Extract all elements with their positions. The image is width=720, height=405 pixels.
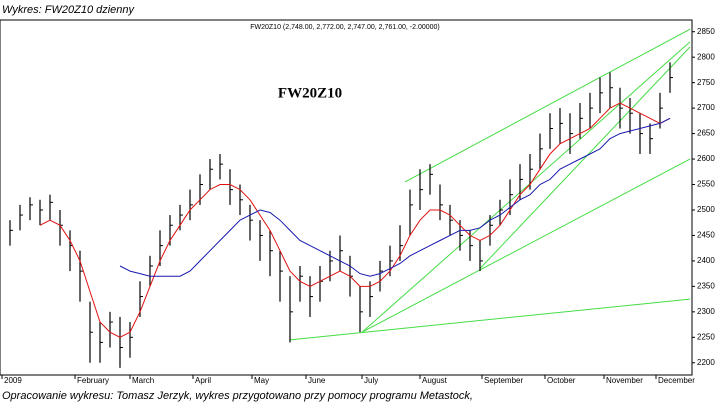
- annotation: FW20Z10: [278, 85, 342, 101]
- trend-line: [404, 28, 691, 183]
- x-tick-label: November: [606, 376, 643, 385]
- x-tick-label: July: [364, 376, 378, 385]
- y-tick-label: 2850: [697, 27, 715, 36]
- y-tick-label: 2800: [697, 52, 715, 61]
- y-tick-label: 2500: [697, 205, 715, 214]
- trend-line: [361, 41, 691, 333]
- trend-line: [479, 46, 691, 269]
- x-tick-label: April: [195, 376, 211, 385]
- moving-average: [119, 117, 671, 277]
- x-tick-label: June: [308, 376, 326, 385]
- y-tick-label: 2750: [697, 78, 715, 87]
- y-tick-label: 2550: [697, 180, 715, 189]
- x-tick-label: September: [484, 376, 523, 385]
- y-tick-label: 2650: [697, 129, 715, 138]
- x-tick-label: October: [547, 376, 576, 385]
- y-tick-label: 2400: [697, 256, 715, 265]
- moving-average: [39, 102, 671, 338]
- x-tick-label: 2009: [4, 376, 22, 385]
- trend-line: [361, 158, 691, 333]
- y-tick-label: 2250: [697, 332, 715, 341]
- caption: Opracowanie wykresu: Tomasz Jerzyk, wykr…: [2, 390, 473, 402]
- plot-frame: [0, 19, 693, 376]
- y-tick-label: 2300: [697, 307, 715, 316]
- y-tick-label: 2450: [697, 231, 715, 240]
- x-tick-label: March: [132, 376, 154, 385]
- y-tick-label: 2600: [697, 154, 715, 163]
- x-tick-label: May: [254, 376, 269, 385]
- y-tick-label: 2350: [697, 281, 715, 290]
- y-tick-label: 2700: [697, 103, 715, 112]
- x-tick-label: December: [658, 376, 695, 385]
- x-tick-label: February: [77, 376, 109, 385]
- trend-line: [289, 298, 691, 341]
- chart-title: Wykres: FW20Z10 dzienny: [2, 4, 136, 16]
- y-tick-label: 2200: [697, 358, 715, 367]
- x-tick-label: August: [422, 376, 448, 385]
- chart-subtitle: FW20Z10 (2,748.00, 2,772.00, 2,747.00, 2…: [250, 24, 440, 31]
